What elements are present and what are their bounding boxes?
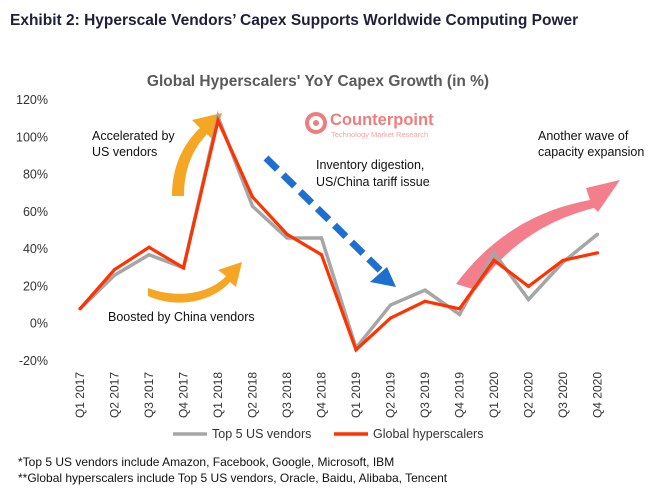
y-tick-label: 60% xyxy=(23,205,48,219)
x-tick-label: Q1 2018 xyxy=(211,372,225,418)
y-tick-label: 40% xyxy=(23,242,48,256)
exhibit-title: Exhibit 2: Hyperscale Vendors’ Capex Sup… xyxy=(10,12,579,29)
data-point-global xyxy=(147,245,151,249)
x-tick-label: Q1 2019 xyxy=(349,372,363,418)
data-point-top5 xyxy=(423,288,427,292)
y-tick-label: -20% xyxy=(19,354,48,368)
legend-label-top5: Top 5 US vendors xyxy=(212,427,311,441)
x-axis: Q1 2017 Q2 2017 Q3 2017 Q4 2017 Q1 2018 Q2 20… xyxy=(73,372,605,418)
y-tick-label: 100% xyxy=(16,130,48,144)
data-point-global xyxy=(216,118,220,123)
y-tick-label: 0% xyxy=(30,317,48,331)
annotation-another-wave-line2: capacity expansion xyxy=(538,145,644,159)
x-tick-label: Q2 2017 xyxy=(108,372,122,418)
data-point-top5 xyxy=(147,253,151,257)
annotation-another-wave-line1: Another wave of xyxy=(538,129,629,143)
capex-growth-chart: Global Hyperscalers' YoY Capex Growth (i… xyxy=(16,73,644,441)
data-point-top5 xyxy=(457,312,462,316)
x-tick-label: Q1 2020 xyxy=(487,372,501,418)
data-point-global xyxy=(250,195,255,199)
data-point-global xyxy=(388,316,393,320)
x-tick-label: Q2 2020 xyxy=(522,372,536,418)
chart-title: Global Hyperscalers' YoY Capex Growth (i… xyxy=(147,73,489,90)
data-point-top5 xyxy=(285,236,289,240)
annotation-accelerated-line1: Accelerated by xyxy=(92,129,175,143)
data-point-top5 xyxy=(112,273,117,277)
x-tick-label: Q4 2017 xyxy=(177,372,191,418)
annotation-boosted: Boosted by China vendors xyxy=(108,310,255,324)
data-point-global xyxy=(457,307,462,311)
data-point-top5 xyxy=(388,303,393,307)
data-point-top5 xyxy=(319,236,324,240)
legend: Top 5 US vendors Global hyperscalers xyxy=(173,427,483,441)
data-point-top5 xyxy=(526,297,531,302)
footnote-global: **Global hyperscalers include Top 5 US v… xyxy=(18,471,448,485)
x-tick-label: Q2 2018 xyxy=(246,372,260,418)
y-tick-label: 80% xyxy=(23,168,48,182)
counterpoint-logo-name: Counterpoint xyxy=(330,111,434,129)
curved-arrow-up-icon xyxy=(172,113,222,196)
x-tick-label: Q4 2019 xyxy=(453,372,467,418)
series-line-top5 xyxy=(78,110,599,352)
data-point-global xyxy=(423,299,427,303)
dashed-arrow-head-icon xyxy=(370,267,396,287)
data-point-global xyxy=(319,253,324,257)
counterpoint-logo-tagline: Technology Market Research xyxy=(331,130,428,139)
annotations: Accelerated by US vendors Boosted by Chi… xyxy=(92,129,644,324)
x-tick-label: Q3 2019 xyxy=(418,372,432,418)
data-point-global xyxy=(285,232,289,236)
series-line-global xyxy=(78,115,598,353)
data-point-global xyxy=(561,258,565,262)
x-tick-label: Q1 2017 xyxy=(73,372,87,418)
data-point-global xyxy=(492,258,496,262)
series-group xyxy=(78,110,600,353)
data-point-global xyxy=(112,268,117,272)
x-tick-label: Q3 2020 xyxy=(556,372,570,418)
data-point-global xyxy=(78,307,82,311)
legend-label-global: Global hyperscalers xyxy=(373,427,483,441)
x-tick-label: Q2 2019 xyxy=(384,372,398,418)
x-tick-label: Q4 2020 xyxy=(591,372,605,418)
data-point-top5 xyxy=(250,204,255,208)
curved-arrow-right-icon xyxy=(148,262,242,303)
footnote-top5: *Top 5 US vendors include Amazon, Facebo… xyxy=(18,455,395,469)
dashed-arrow-down-icon xyxy=(263,155,385,275)
y-axis: 120% 100% 80% 60% 40% 20% 0% -20% xyxy=(16,93,48,368)
data-point-global xyxy=(181,266,186,270)
annotation-inventory-line2: US/China tariff issue xyxy=(316,175,430,189)
data-point-top5 xyxy=(492,251,496,255)
annotation-inventory-line1: Inventory digestion, xyxy=(316,158,424,172)
annotation-accelerated-line2: US vendors xyxy=(92,145,157,159)
counterpoint-logo: Counterpoint Technology Market Research xyxy=(305,111,434,139)
data-point-global xyxy=(595,251,600,255)
data-point-global xyxy=(526,284,531,289)
data-point-top5 xyxy=(595,232,600,236)
x-tick-label: Q3 2017 xyxy=(142,372,156,418)
data-point-global xyxy=(354,348,358,352)
counterpoint-logo-dot xyxy=(313,120,319,126)
y-tick-label: 120% xyxy=(16,93,48,107)
y-tick-label: 20% xyxy=(23,279,48,293)
x-tick-label: Q3 2018 xyxy=(280,372,294,418)
counterpoint-logo-icon xyxy=(305,112,327,134)
x-tick-label: Q4 2018 xyxy=(315,372,329,418)
